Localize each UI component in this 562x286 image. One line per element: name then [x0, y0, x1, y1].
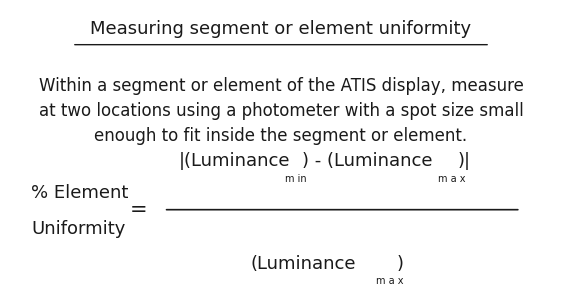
Text: Uniformity: Uniformity [31, 220, 125, 238]
Text: m in: m in [285, 174, 307, 184]
Text: m a x: m a x [438, 174, 465, 184]
Text: m a x: m a x [376, 276, 404, 286]
Text: |(Luminance: |(Luminance [179, 152, 291, 170]
Text: =: = [129, 200, 147, 220]
Text: ): ) [396, 255, 404, 273]
Text: Measuring segment or element uniformity: Measuring segment or element uniformity [90, 20, 472, 38]
Text: % Element: % Element [31, 184, 129, 202]
Text: (Luminance: (Luminance [251, 255, 356, 273]
Text: )|: )| [458, 152, 471, 170]
Text: ) - (Luminance: ) - (Luminance [302, 152, 433, 170]
Text: Within a segment or element of the ATIS display, measure
at two locations using : Within a segment or element of the ATIS … [39, 77, 523, 145]
